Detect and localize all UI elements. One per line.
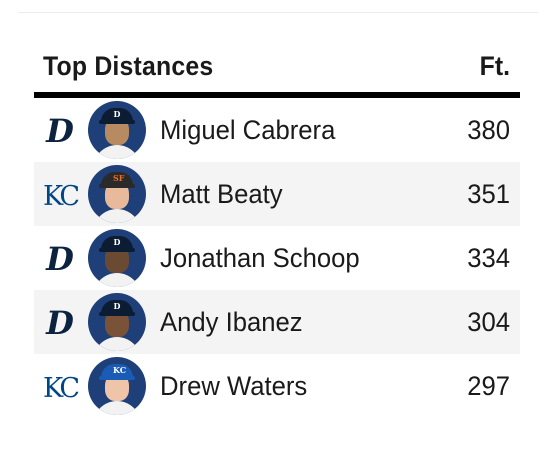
top-distances-card: Top Distances Ft. D D Miguel Cabrera 380…: [34, 40, 520, 418]
distance-value: 351: [467, 178, 510, 209]
table-row[interactable]: D D Andy Ibanez 304: [34, 290, 520, 354]
player-avatar: D: [88, 293, 146, 351]
royals-kc-logo-icon: KC: [38, 369, 82, 403]
svg-text:D: D: [45, 305, 74, 339]
table-title: Top Distances: [43, 50, 214, 81]
player-name[interactable]: Matt Beaty: [160, 178, 283, 209]
svg-text:KC: KC: [43, 181, 79, 211]
tigers-d-logo-icon: D: [38, 241, 82, 275]
distance-value: 334: [467, 242, 510, 273]
tigers-d-logo-icon: D: [38, 113, 82, 147]
player-name[interactable]: Jonathan Schoop: [160, 242, 360, 273]
player-avatar: KC: [88, 357, 146, 415]
table-row[interactable]: D D Miguel Cabrera 380: [34, 98, 520, 162]
svg-text:D: D: [45, 113, 74, 147]
tigers-d-logo-icon: D: [38, 305, 82, 339]
leaderboard-rows: D D Miguel Cabrera 380 KC SF Matt Beaty: [34, 98, 520, 418]
distance-value: 297: [467, 370, 510, 401]
table-row[interactable]: D D Jonathan Schoop 334: [34, 226, 520, 290]
player-avatar: D: [88, 229, 146, 287]
player-avatar: D: [88, 101, 146, 159]
player-avatar: SF: [88, 165, 146, 223]
distance-value: 380: [467, 114, 510, 145]
top-divider: [18, 12, 538, 13]
distance-value: 304: [467, 306, 510, 337]
svg-text:KC: KC: [43, 373, 79, 403]
player-name[interactable]: Drew Waters: [160, 370, 308, 401]
distance-unit-header: Ft.: [479, 50, 510, 81]
player-name[interactable]: Miguel Cabrera: [160, 114, 336, 145]
svg-text:D: D: [45, 241, 74, 275]
table-row[interactable]: KC SF Matt Beaty 351: [34, 162, 520, 226]
table-header: Top Distances Ft.: [34, 40, 520, 98]
table-row[interactable]: KC KC Drew Waters 297: [34, 354, 520, 418]
player-name[interactable]: Andy Ibanez: [160, 306, 303, 337]
royals-kc-logo-icon: KC: [38, 177, 82, 211]
